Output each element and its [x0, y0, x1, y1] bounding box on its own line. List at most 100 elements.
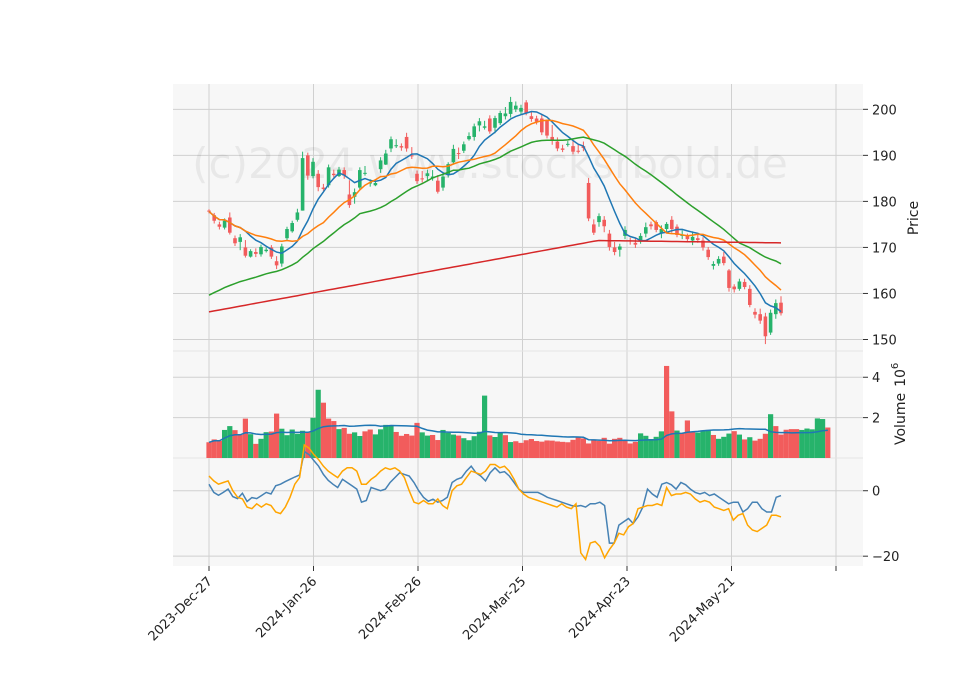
- candle-body: [451, 148, 456, 163]
- volume-bar: [528, 439, 534, 458]
- volume-bar: [513, 441, 519, 458]
- volume-bar: [419, 432, 425, 458]
- volume-bar: [695, 432, 701, 458]
- candle-body: [722, 256, 726, 264]
- volume-bar: [310, 417, 316, 458]
- candle-body: [363, 172, 367, 174]
- volume-bar: [372, 434, 378, 458]
- volume-bar: [617, 437, 623, 458]
- candle-body: [321, 187, 326, 189]
- price-tick-label: 170: [872, 241, 897, 256]
- x-tick-label: 2023-Dec-27: [146, 574, 216, 644]
- volume-axis-exponent-power: 6: [890, 363, 901, 369]
- candle-body: [576, 150, 580, 152]
- volume-bar: [612, 438, 618, 458]
- candle-body: [290, 223, 294, 232]
- candle-body: [425, 173, 430, 177]
- volume-bar: [268, 431, 274, 458]
- volume-bar: [263, 432, 269, 458]
- volume-bar: [752, 440, 758, 458]
- candle-body: [612, 247, 617, 253]
- candle-body: [586, 182, 591, 219]
- candle-body: [311, 161, 315, 177]
- volume-bar: [664, 365, 670, 458]
- candle-body: [373, 182, 378, 186]
- candle-body: [550, 136, 554, 141]
- volume-bar: [549, 440, 555, 458]
- candle-body: [238, 237, 242, 242]
- volume-bar: [341, 427, 347, 458]
- volume-bar: [279, 428, 285, 458]
- volume-bar: [721, 436, 727, 458]
- volume-bar: [809, 429, 815, 458]
- candle-body: [462, 144, 466, 151]
- volume-bar: [487, 435, 493, 458]
- volume-bar: [430, 434, 436, 458]
- volume-bar: [284, 435, 290, 458]
- price-tick-label: 200: [872, 103, 897, 118]
- osc-tick-label: −20: [872, 550, 899, 565]
- candle-body: [654, 222, 658, 230]
- volume-bar: [825, 427, 831, 458]
- ma-short-line: [208, 110, 782, 313]
- candle-body: [555, 141, 560, 149]
- volume-bar: [232, 430, 238, 458]
- volume-bar: [653, 436, 659, 458]
- volume-bar: [684, 420, 690, 458]
- volume-bar: [476, 431, 482, 458]
- candle-body: [540, 118, 544, 133]
- candle-body: [389, 139, 393, 149]
- volume-bar: [606, 443, 612, 458]
- candle-body: [467, 136, 471, 140]
- candle-body: [638, 235, 643, 241]
- volume-bar: [757, 438, 763, 458]
- volume-bar: [258, 438, 264, 458]
- candle-body: [441, 176, 445, 188]
- candle-body: [358, 170, 362, 188]
- volume-bar: [294, 433, 300, 458]
- candle-body: [644, 227, 648, 234]
- volume-bar: [466, 440, 472, 458]
- volume-bar: [539, 441, 545, 458]
- volume-bar: [669, 411, 675, 458]
- candle-body: [295, 212, 300, 220]
- price-tick-label: 150: [872, 333, 897, 348]
- candle-body: [248, 251, 253, 257]
- ma-200-line: [208, 239, 782, 313]
- candle-body: [280, 246, 284, 264]
- candle-body: [560, 148, 565, 150]
- volume-bar: [643, 435, 649, 458]
- candle-body: [592, 224, 596, 233]
- candle-body: [217, 224, 222, 227]
- volume-bar: [248, 434, 254, 458]
- volume-bars: [206, 365, 831, 458]
- candle-body: [477, 121, 482, 126]
- volume-bar: [570, 439, 576, 458]
- volume-bar: [627, 443, 633, 458]
- candle-body: [212, 215, 216, 221]
- volume-bar: [648, 439, 654, 458]
- volume-bar: [820, 419, 826, 458]
- candle-body: [779, 302, 783, 314]
- volume-bar: [424, 435, 430, 458]
- volume-bar: [586, 443, 592, 458]
- candle-body: [742, 281, 747, 288]
- candle-body: [482, 126, 487, 128]
- candle-body: [332, 173, 336, 176]
- volume-bar: [710, 434, 716, 458]
- volume-bar: [461, 438, 467, 458]
- candle-body: [446, 164, 450, 175]
- volume-bar: [445, 432, 451, 458]
- candle-body: [534, 118, 539, 122]
- candle-body: [701, 240, 705, 248]
- osc-tick-label: 0: [872, 485, 880, 500]
- volume-tick-label: 4: [872, 371, 880, 386]
- volume-bar: [227, 426, 233, 458]
- candle-body: [222, 220, 227, 228]
- indicator-lines: [208, 110, 828, 562]
- volume-bar: [560, 441, 566, 458]
- volume-bar: [274, 413, 280, 458]
- volume-bar: [518, 442, 524, 458]
- candle-body: [566, 143, 570, 145]
